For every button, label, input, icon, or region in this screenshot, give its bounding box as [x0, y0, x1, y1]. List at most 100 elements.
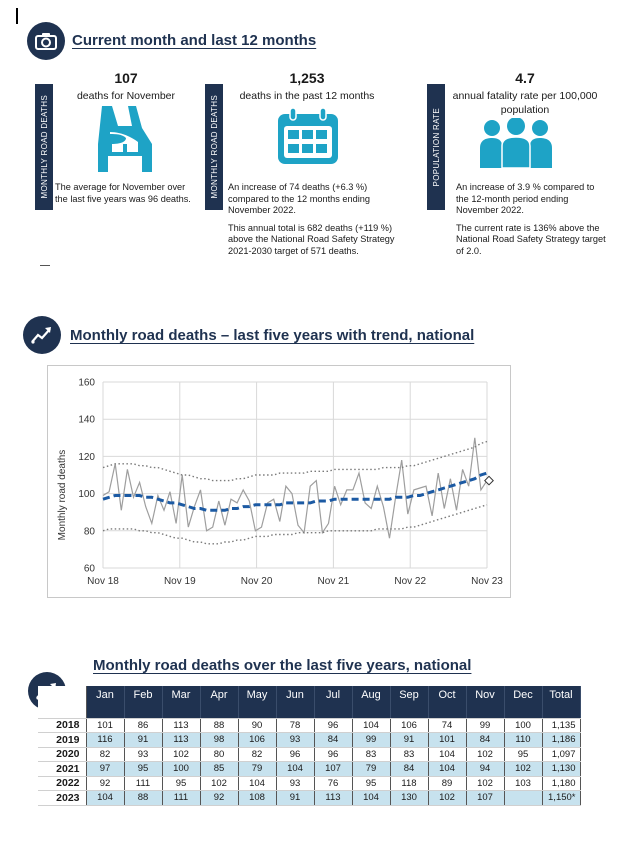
y-tick-label: 140 — [78, 415, 95, 426]
table-cell: 83 — [352, 747, 391, 762]
table-cell: 90 — [238, 718, 277, 733]
header-spacer-cell — [238, 704, 277, 719]
card-3-paragraph-2: The current rate is 136% above the Natio… — [456, 222, 606, 256]
upper-bound-line — [102, 440, 488, 482]
header-spacer-cell — [504, 704, 543, 719]
table-cell: 110 — [504, 732, 543, 748]
header-spacer-cell — [200, 704, 239, 719]
column-header: Apr — [200, 686, 239, 704]
table-cell: 84 — [314, 732, 353, 748]
table-row: 2021 97 95 100 85 79 104 107 79 84 104 94 102 1,130 — [38, 761, 581, 777]
table-cell: 79 — [238, 761, 277, 777]
table-cell: 78 — [276, 718, 315, 733]
trend-icon — [23, 316, 61, 354]
header-spacer-cell — [542, 704, 581, 719]
column-header: Feb — [124, 686, 163, 704]
card-1-paragraph-1: The average for November over the last f… — [55, 182, 191, 204]
section-title-table: Monthly road deaths over the last five y… — [93, 657, 472, 674]
calendar-icon — [276, 106, 340, 171]
table-cell: 88 — [124, 790, 163, 806]
side-label-monthly-deaths-2: MONTHLY ROAD DEATHS — [205, 84, 223, 210]
table-corner — [38, 686, 87, 704]
table-cell: 80 — [200, 747, 239, 762]
table-row: 2023 104 88 111 92 108 91 113 104 130 102 107 1,150* — [38, 790, 581, 806]
table-cell: 93 — [276, 776, 315, 791]
column-header: Sep — [390, 686, 429, 704]
table-cell: 1,135 — [542, 718, 581, 733]
table-cell: 76 — [314, 776, 353, 791]
table-header-spacer — [38, 704, 581, 719]
monthly-deaths-table-wrap: Jan Feb Mar Apr May Jun Jul Aug Sep Oct Nov Dec Tota… — [38, 686, 581, 806]
table-cell: 94 — [466, 761, 505, 777]
x-tick-label: Nov 18 — [87, 576, 119, 587]
y-tick-label: 60 — [84, 564, 96, 575]
table-cell: 95 — [352, 776, 391, 791]
table-cell: 93 — [276, 732, 315, 748]
table-cell: 113 — [162, 718, 201, 733]
table-cell: 1,097 — [542, 747, 581, 762]
table-cell: 113 — [162, 732, 201, 748]
table-cell: 102 — [162, 747, 201, 762]
column-header: Oct — [428, 686, 467, 704]
table-cell: 102 — [466, 747, 505, 762]
table-cell: 100 — [162, 761, 201, 777]
y-tick-label: 120 — [78, 452, 95, 463]
stat-label-rate: annual fatality rate per 100,000 populat… — [452, 90, 598, 116]
row-year: 2020 — [38, 747, 87, 762]
header-spacer-cell — [466, 704, 505, 719]
table-cell: 1,130 — [542, 761, 581, 777]
y-tick-label: 80 — [84, 526, 96, 537]
column-header: Jun — [276, 686, 315, 704]
trend-chart-frame — [47, 365, 511, 598]
table-cell: 79 — [352, 761, 391, 777]
table-cell: 92 — [200, 790, 239, 806]
column-header: May — [238, 686, 277, 704]
table-cell: 83 — [390, 747, 429, 762]
camera-icon — [27, 22, 65, 60]
table-cell: 104 — [276, 761, 315, 777]
table-cell: 95 — [504, 747, 543, 762]
monthly-deaths-table: Jan Feb Mar Apr May Jun Jul Aug Sep Oct Nov Dec Tota… — [38, 686, 581, 806]
stat-number-rate: 4.7 — [515, 70, 535, 86]
table-cell: 93 — [124, 747, 163, 762]
header-spacer-cell — [124, 704, 163, 719]
header-spacer-cell — [162, 704, 201, 719]
table-body: 2018 101 86 113 88 90 78 96 104 106 74 99 100 1,135 20… — [38, 718, 581, 806]
table-cell: 104 — [238, 776, 277, 791]
row-year: 2022 — [38, 776, 87, 791]
table-cell: 99 — [466, 718, 505, 733]
table-cell: 91 — [124, 732, 163, 748]
text-cursor — [16, 8, 18, 24]
monthly-deaths-line — [102, 437, 488, 539]
table-cell: 86 — [124, 718, 163, 733]
table-cell: 103 — [504, 776, 543, 791]
table-cell: 106 — [238, 732, 277, 748]
table-cell: 1,186 — [542, 732, 581, 748]
column-header: Jul — [314, 686, 353, 704]
table-cell: 84 — [390, 761, 429, 777]
section-title-trend-chart: Monthly road deaths – last five years wi… — [70, 327, 475, 344]
y-tick-label: 100 — [78, 489, 95, 500]
table-cell: 111 — [162, 790, 201, 806]
trend-chart: Monthly road deaths 60 80 100 120 140 160 Nov … — [47, 365, 511, 598]
table-cell: 118 — [390, 776, 429, 791]
header-spacer-cell — [428, 704, 467, 719]
table-cell: 111 — [124, 776, 163, 791]
stat-label-12-months: deaths in the past 12 months — [239, 90, 375, 102]
table-cell: 1,180 — [542, 776, 581, 791]
table-cell: 113 — [314, 790, 353, 806]
table-cell: 101 — [86, 718, 125, 733]
table-cell: 100 — [504, 718, 543, 733]
column-header: Nov — [466, 686, 505, 704]
table-cell: 101 — [428, 732, 467, 748]
card-description-2: An increase of 74 deaths (+6.3 %) compar… — [228, 182, 406, 258]
table-cell: 88 — [200, 718, 239, 733]
section-title-current-month: Current month and last 12 months — [72, 32, 317, 49]
table-corner-spacer — [38, 704, 87, 719]
table-cell: 74 — [428, 718, 467, 733]
road-icon — [90, 104, 160, 179]
table-cell: 104 — [86, 790, 125, 806]
table-cell: 84 — [466, 732, 505, 748]
table-cell: 104 — [428, 747, 467, 762]
table-cell: 116 — [86, 732, 125, 748]
